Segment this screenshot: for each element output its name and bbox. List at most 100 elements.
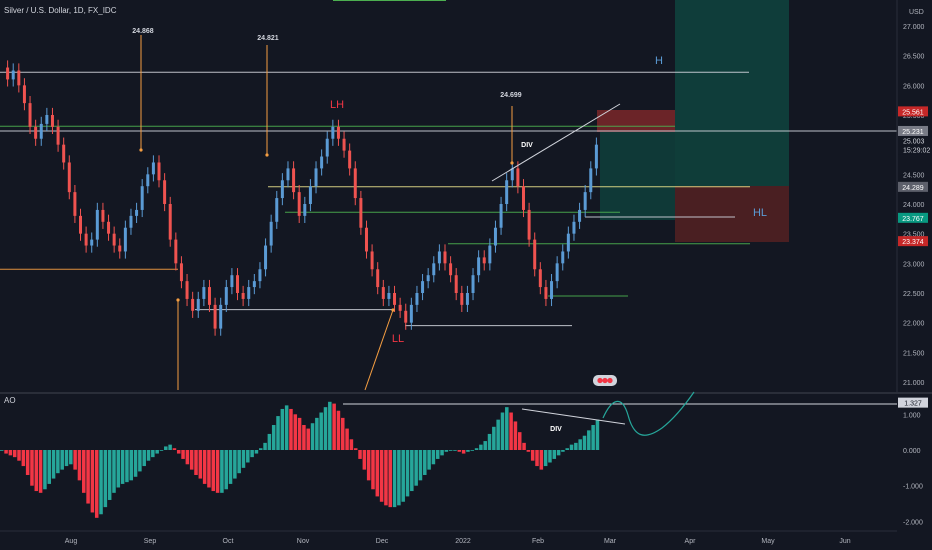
ao-bar <box>569 444 574 450</box>
candle-body <box>50 115 54 127</box>
ao-bar <box>457 450 462 452</box>
price-tick-label: 25.500 <box>903 113 925 120</box>
ao-bar <box>315 417 319 450</box>
candle-body <box>437 251 441 264</box>
ao-bar <box>185 450 190 465</box>
last-price-time: 15:29:02 <box>903 147 930 154</box>
ao-bar <box>371 450 375 490</box>
ao-bar <box>164 446 168 450</box>
ao-bar <box>51 450 56 479</box>
candle-body <box>516 168 520 187</box>
candle-body <box>11 70 15 80</box>
ao-bar <box>448 450 453 451</box>
time-tick-label: May <box>761 538 775 545</box>
candle-body <box>252 281 256 288</box>
ao-bar <box>77 450 82 481</box>
ao-bars-group <box>0 401 600 518</box>
stop-zone[interactable] <box>675 186 789 242</box>
price-badge-label: 25.231 <box>902 129 924 136</box>
ao-bar <box>220 450 224 493</box>
candle-body <box>398 304 402 311</box>
ao-bar <box>479 444 483 450</box>
marker-dot <box>391 308 395 312</box>
ao-bar <box>30 450 34 486</box>
ao-bar <box>60 450 64 470</box>
candle-body <box>95 209 99 240</box>
ao-bar <box>427 450 431 470</box>
ao-bar <box>375 450 380 497</box>
ao-bar <box>535 450 539 467</box>
ao-bar <box>189 450 194 470</box>
ao-bar <box>8 450 13 456</box>
candle-body <box>488 245 492 264</box>
ao-bar <box>228 450 233 484</box>
price-badge-label: 25.561 <box>902 109 924 116</box>
ao-bar <box>440 450 444 456</box>
candle-body <box>123 227 127 252</box>
candle-body <box>236 275 240 293</box>
ao-bar <box>444 450 449 452</box>
ao-bar <box>539 450 544 470</box>
candle-body <box>505 180 509 204</box>
ao-bar <box>138 450 142 472</box>
ao-bar <box>332 403 336 450</box>
price-tick-label: 27.000 <box>903 24 925 31</box>
ao-bar <box>517 432 522 450</box>
candle-body <box>163 180 167 204</box>
candle-body <box>308 186 312 204</box>
price-badge-label: 23.374 <box>902 239 924 246</box>
ao-bar <box>237 450 241 474</box>
candle-body <box>510 168 514 181</box>
ao-bar <box>401 450 405 502</box>
candle-body <box>493 227 497 246</box>
ao-bar <box>362 450 367 470</box>
candle-body <box>432 263 436 276</box>
price-tick-label: 24.500 <box>903 172 925 179</box>
price-tick-label: 26.000 <box>903 83 925 90</box>
candle-body <box>314 168 318 187</box>
candle-body <box>118 245 122 252</box>
ao-bar <box>483 441 487 450</box>
candle-body <box>538 269 542 288</box>
ao-bar <box>397 450 401 506</box>
ao-bar <box>470 450 475 451</box>
candle-body <box>550 281 554 299</box>
ao-bar <box>574 442 578 450</box>
scroll-to-realtime-button[interactable] <box>593 375 617 386</box>
candle-body <box>275 198 279 222</box>
price-badge <box>898 106 928 117</box>
ao-bar <box>556 450 561 456</box>
time-tick-label: Dec <box>376 538 389 545</box>
candle-body <box>202 287 206 299</box>
ao-bar <box>423 450 427 475</box>
ao-bar <box>34 450 39 492</box>
candle-body <box>73 192 77 216</box>
ao-bar <box>552 450 557 459</box>
ao-bar <box>453 450 457 451</box>
candle-body <box>589 168 593 193</box>
ao-bar <box>410 450 414 492</box>
annotation-label: 24.821 <box>257 35 279 42</box>
ao-bar <box>336 410 341 450</box>
candle-body <box>594 144 598 169</box>
candle-body <box>533 239 537 270</box>
candle-body <box>572 221 576 234</box>
time-tick-label: Apr <box>685 538 697 545</box>
price-badge-label: 23.767 <box>902 216 924 223</box>
ao-bar <box>233 450 237 479</box>
candle-body <box>521 186 525 210</box>
ao-bar <box>168 444 172 450</box>
ao-bar <box>146 450 151 461</box>
price-tick-label: 21.500 <box>903 350 925 357</box>
candle-body <box>292 168 296 193</box>
candles-group <box>6 60 598 336</box>
candle-body <box>393 293 397 305</box>
candle-body <box>544 287 548 299</box>
top-green-line <box>333 0 446 1</box>
ao-bar <box>64 450 69 467</box>
marker-dot <box>510 161 514 165</box>
ao-bar <box>474 448 479 450</box>
ao-bar <box>198 450 203 479</box>
ao-bar <box>349 439 354 450</box>
